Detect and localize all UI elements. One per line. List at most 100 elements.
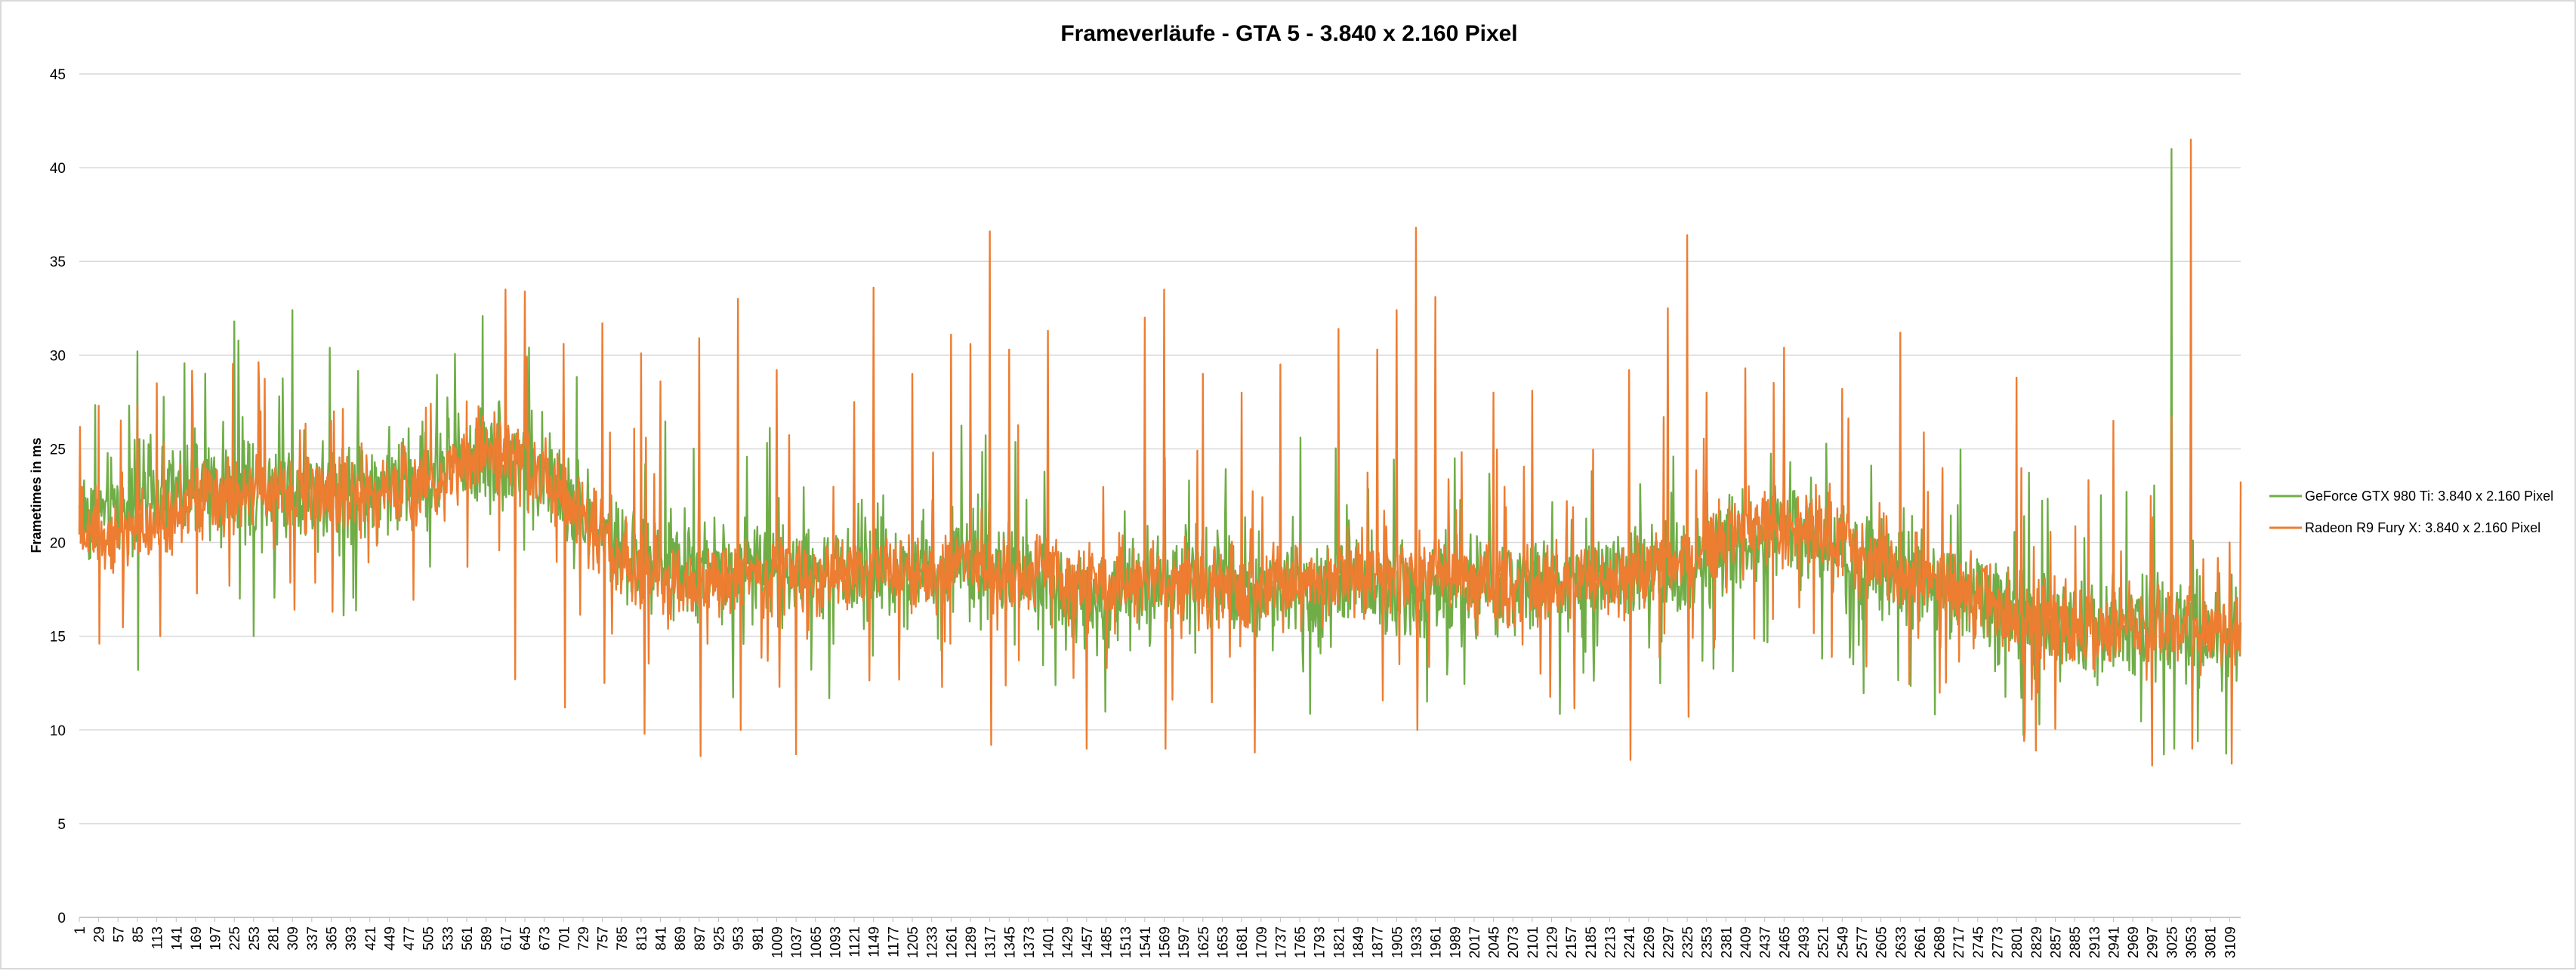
y-axis-title: Frametimes in ms — [29, 437, 44, 553]
x-tick-label: 1457 — [1080, 926, 1096, 958]
x-tick-label: 2353 — [1700, 926, 1716, 958]
x-tick-label: 533 — [440, 926, 456, 951]
x-tick-label: 3081 — [2204, 926, 2220, 958]
y-tick-label: 10 — [50, 723, 66, 739]
x-tick-label: 2661 — [1913, 926, 1929, 958]
x-tick-label: 2913 — [2087, 926, 2103, 958]
x-tick-label: 505 — [421, 926, 437, 951]
x-tick-label: 617 — [498, 926, 514, 951]
x-tick-label: 2129 — [1545, 926, 1561, 958]
x-tick-label: 2605 — [1874, 926, 1890, 958]
y-tick-label: 45 — [50, 67, 66, 83]
x-tick-label: 757 — [596, 926, 612, 951]
x-tick-label: 1597 — [1177, 926, 1192, 958]
x-tick-label: 2521 — [1816, 926, 1832, 958]
x-tick-label: 1541 — [1138, 926, 1154, 958]
x-tick-label: 2269 — [1642, 926, 1658, 958]
x-tick-label: 29 — [92, 926, 108, 942]
x-tick-label: 1429 — [1060, 926, 1076, 958]
x-tick-label: 1317 — [983, 926, 999, 958]
legend-label-1: GeForce GTX 980 Ti: 3.840 x 2.160 Pixel — [2305, 489, 2553, 504]
x-tick-label: 1625 — [1196, 926, 1212, 958]
x-tick-label: 1177 — [886, 926, 902, 957]
x-tick-label: 1905 — [1390, 926, 1405, 958]
x-tick-label: 393 — [344, 926, 359, 951]
x-tick-label: 225 — [227, 926, 243, 951]
x-tick-label: 309 — [285, 926, 301, 951]
x-axis-ticks: 1 29 57 85 113 141 169 197 225 253 281 309 337 365 393… — [72, 917, 2238, 958]
chart-title: Frameverläufe - GTA 5 - 3.840 x 2.160 Pi… — [1060, 21, 1517, 46]
x-tick-label: 1737 — [1273, 926, 1289, 958]
x-tick-label: 2017 — [1467, 926, 1483, 958]
x-tick-label: 1961 — [1429, 926, 1445, 958]
x-tick-label: 1233 — [925, 926, 941, 958]
x-tick-label: 1149 — [867, 926, 883, 957]
x-tick-label: 2969 — [2126, 926, 2142, 958]
x-tick-label: 2717 — [1951, 926, 1967, 958]
x-tick-label: 169 — [189, 926, 205, 951]
x-tick-label: 281 — [267, 926, 282, 951]
x-tick-label: 2465 — [1777, 926, 1793, 958]
x-tick-label: 2157 — [1564, 926, 1580, 958]
x-tick-label: 57 — [111, 926, 127, 942]
y-tick-label: 30 — [50, 348, 66, 364]
x-tick-label: 841 — [654, 926, 670, 951]
x-tick-label: 1093 — [828, 926, 844, 958]
x-tick-label: 785 — [615, 926, 631, 951]
x-tick-label: 813 — [634, 926, 650, 951]
x-tick-label: 2773 — [1991, 926, 2007, 958]
x-tick-label: 2073 — [1506, 926, 1522, 958]
x-tick-label: 113 — [150, 926, 166, 949]
x-tick-label: 477 — [402, 926, 418, 951]
x-tick-label: 449 — [382, 926, 398, 951]
x-tick-label: 701 — [557, 926, 572, 951]
x-tick-label: 1569 — [1157, 926, 1173, 958]
x-tick-label: 589 — [480, 926, 495, 951]
x-tick-label: 365 — [324, 926, 340, 951]
x-tick-label: 2101 — [1526, 926, 1541, 958]
x-tick-label: 2213 — [1603, 926, 1618, 958]
series-lines — [78, 138, 2242, 767]
x-tick-label: 421 — [363, 926, 379, 951]
y-tick-label: 20 — [50, 536, 66, 552]
y-tick-label: 40 — [50, 161, 66, 177]
x-tick-label: 3025 — [2164, 926, 2180, 958]
legend: GeForce GTX 980 Ti: 3.840 x 2.160 Pixel R… — [2269, 489, 2553, 535]
x-tick-label: 1933 — [1409, 926, 1425, 958]
x-tick-label: 1653 — [1215, 926, 1231, 958]
x-tick-label: 85 — [131, 926, 147, 942]
x-tick-label: 869 — [673, 926, 689, 951]
x-tick-label: 2941 — [2106, 926, 2122, 958]
x-tick-label: 2381 — [1719, 926, 1735, 958]
x-tick-label: 2633 — [1893, 926, 1909, 958]
x-tick-label: 673 — [538, 926, 554, 951]
x-tick-label: 1765 — [1293, 926, 1309, 958]
x-tick-label: 1121 — [847, 926, 863, 957]
x-tick-label: 1205 — [905, 926, 921, 958]
x-tick-label: 197 — [208, 926, 224, 951]
y-tick-label: 0 — [57, 911, 66, 926]
x-tick-label: 2689 — [1933, 926, 1948, 958]
x-tick-label: 1989 — [1448, 926, 1464, 958]
x-tick-label: 1485 — [1100, 926, 1115, 958]
x-tick-label: 3109 — [2223, 926, 2238, 958]
x-tick-label: 2297 — [1661, 926, 1677, 958]
x-tick-label: 1037 — [789, 926, 805, 958]
x-tick-label: 1 — [72, 926, 88, 935]
x-tick-label: 1401 — [1041, 926, 1057, 958]
y-tick-label: 15 — [50, 630, 66, 646]
x-tick-label: 1821 — [1331, 926, 1347, 958]
x-tick-label: 2325 — [1680, 926, 1696, 958]
x-tick-label: 1709 — [1254, 926, 1270, 958]
x-tick-label: 561 — [460, 926, 476, 951]
x-tick-label: 925 — [712, 926, 728, 951]
x-tick-label: 2577 — [1855, 926, 1871, 958]
x-tick-label: 2185 — [1584, 926, 1600, 958]
x-tick-label: 2241 — [1622, 926, 1638, 958]
x-tick-label: 1065 — [809, 926, 825, 958]
y-tick-label: 35 — [50, 254, 66, 270]
y-axis-ticks: 0 5 10 15 20 25 30 35 40 45 — [50, 67, 66, 926]
x-tick-label: 1373 — [1022, 926, 1038, 958]
